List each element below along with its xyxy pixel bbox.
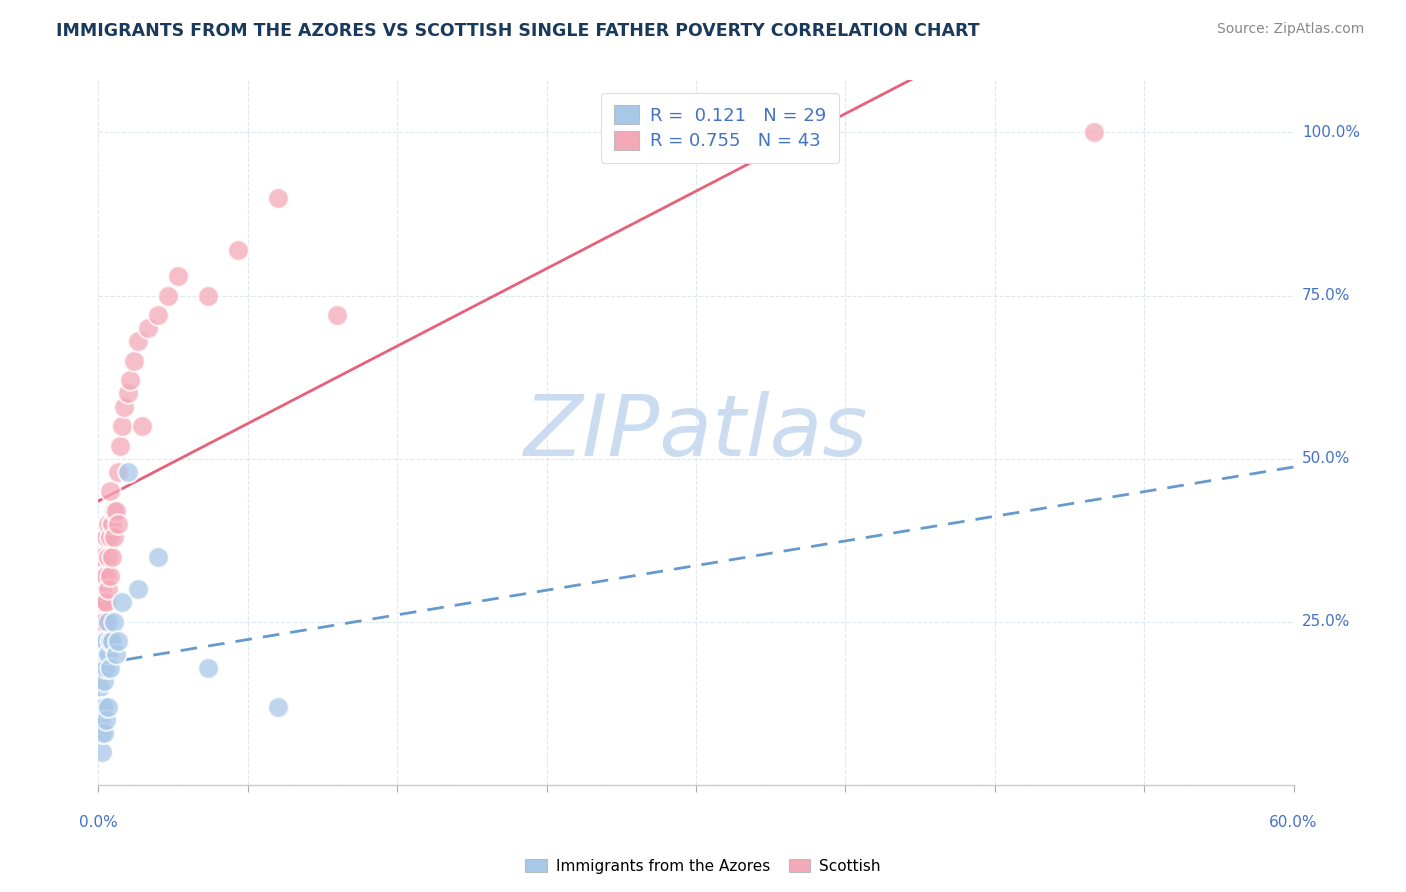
Text: Source: ZipAtlas.com: Source: ZipAtlas.com	[1216, 22, 1364, 37]
Point	[117, 386, 139, 401]
Point	[101, 516, 124, 531]
Point	[91, 549, 114, 564]
Text: 100.0%: 100.0%	[1302, 125, 1360, 140]
Point	[89, 615, 111, 629]
Point	[93, 569, 115, 583]
Point	[127, 582, 149, 597]
Point	[105, 504, 128, 518]
Point	[91, 725, 114, 739]
Point	[131, 419, 153, 434]
Point	[98, 569, 122, 583]
Point	[91, 582, 114, 597]
Point	[96, 595, 118, 609]
Point	[89, 713, 111, 727]
Point	[101, 549, 124, 564]
Point	[89, 648, 111, 662]
Point	[117, 465, 139, 479]
Point	[110, 439, 132, 453]
Point	[93, 634, 115, 648]
Point	[91, 745, 114, 759]
Point	[103, 504, 125, 518]
Legend: Immigrants from the Azores, Scottish: Immigrants from the Azores, Scottish	[519, 853, 887, 880]
Point	[97, 516, 120, 531]
Point	[89, 634, 111, 648]
Point	[91, 660, 114, 674]
Point	[97, 582, 120, 597]
Point	[91, 634, 114, 648]
Point	[107, 634, 129, 648]
Point	[96, 530, 118, 544]
Text: IMMIGRANTS FROM THE AZORES VS SCOTTISH SINGLE FATHER POVERTY CORRELATION CHART: IMMIGRANTS FROM THE AZORES VS SCOTTISH S…	[56, 22, 980, 40]
Point	[93, 699, 115, 714]
Point	[97, 549, 120, 564]
Point	[89, 680, 111, 694]
Point	[197, 288, 219, 302]
Point	[96, 713, 118, 727]
Point	[93, 595, 115, 609]
Point	[167, 268, 190, 283]
Point	[96, 569, 118, 583]
Point	[267, 699, 290, 714]
Point	[148, 308, 170, 322]
Point	[98, 530, 122, 544]
Point	[157, 288, 180, 302]
Point	[89, 595, 111, 609]
Text: 50.0%: 50.0%	[1302, 451, 1350, 467]
Point	[124, 354, 146, 368]
Point	[97, 699, 120, 714]
Point	[97, 648, 120, 662]
Point	[98, 660, 122, 674]
Point	[103, 615, 125, 629]
Point	[197, 660, 219, 674]
Point	[120, 373, 142, 387]
Text: 25.0%: 25.0%	[1302, 615, 1350, 630]
Point	[98, 634, 122, 648]
Point	[93, 673, 115, 688]
Point	[97, 615, 120, 629]
Point	[107, 465, 129, 479]
Point	[326, 308, 349, 322]
Point	[148, 549, 170, 564]
Text: 60.0%: 60.0%	[1270, 814, 1317, 830]
Point	[1083, 126, 1105, 140]
Point	[91, 699, 114, 714]
Point	[96, 634, 118, 648]
Point	[111, 419, 134, 434]
Point	[103, 530, 125, 544]
Point	[91, 615, 114, 629]
Point	[127, 334, 149, 349]
Point	[96, 660, 118, 674]
Point	[93, 725, 115, 739]
Point	[105, 648, 128, 662]
Point	[112, 400, 135, 414]
Point	[267, 191, 290, 205]
Point	[226, 243, 249, 257]
Text: 75.0%: 75.0%	[1302, 288, 1350, 303]
Text: ZIPatlas: ZIPatlas	[524, 391, 868, 475]
Point	[101, 634, 124, 648]
Point	[107, 516, 129, 531]
Legend: R =  0.121   N = 29, R = 0.755   N = 43: R = 0.121 N = 29, R = 0.755 N = 43	[600, 93, 839, 163]
Point	[93, 615, 115, 629]
Point	[98, 484, 122, 499]
Point	[136, 321, 159, 335]
Point	[111, 595, 134, 609]
Text: 0.0%: 0.0%	[79, 814, 118, 830]
